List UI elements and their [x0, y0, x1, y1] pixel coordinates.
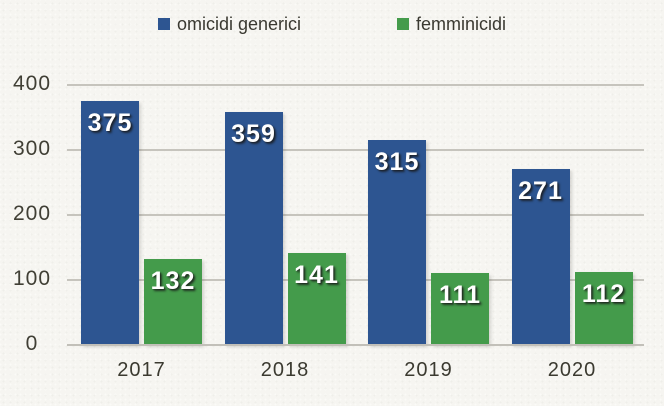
- bar-omicidi-generici-2020: 271: [511, 168, 570, 345]
- bar-femminicidi-2019: 111: [431, 272, 489, 345]
- bar-value-label: 141: [294, 261, 339, 290]
- y-axis-label-200: 200: [12, 202, 52, 225]
- y-axis-label-400: 400: [12, 72, 52, 95]
- legend-label: femminicidi: [416, 13, 507, 34]
- plot-area: 375 132 359 141 315 111 271 112: [67, 84, 644, 346]
- bar-value-label: 359: [231, 119, 276, 148]
- bar-value-label: 111: [439, 280, 481, 309]
- y-axis-label-100: 100: [12, 267, 52, 290]
- bar-omicidi-generici-2017: 375: [81, 101, 139, 345]
- x-axis-label-2019: 2019: [404, 359, 453, 381]
- bar-omicidi-generici-2019: 315: [368, 140, 426, 345]
- bar-value-label: 315: [374, 148, 420, 177]
- legend-item-femminicidi: femminicidi: [397, 12, 506, 36]
- gridline-300: [67, 149, 644, 151]
- bar-femminicidi-2018: 141: [287, 253, 346, 345]
- y-axis-label-0: 0: [25, 332, 39, 355]
- legend-item-omicidi-generici: omicidi generici: [157, 12, 302, 36]
- gridline-100: [67, 279, 644, 281]
- gridline-400: [67, 84, 644, 86]
- x-axis-label-2018: 2018: [260, 359, 310, 381]
- bar-femminicidi-2017: 132: [144, 259, 202, 345]
- bar-omicidi-generici-2018: 359: [224, 111, 283, 345]
- bar-femminicidi-2020: 112: [574, 272, 633, 345]
- bar-value-label: 132: [150, 267, 196, 296]
- x-axis-label-2017: 2017: [117, 359, 166, 381]
- legend-swatch-icon: [157, 18, 170, 30]
- legend-label: omicidi generici: [176, 13, 302, 34]
- y-axis-label-300: 300: [12, 137, 52, 160]
- legend: omicidi generici femminicidi: [0, 12, 664, 36]
- bar-value-label: 271: [518, 176, 563, 205]
- legend-swatch-icon: [397, 18, 410, 30]
- bar-value-label: 112: [581, 280, 626, 309]
- bar-value-label: 375: [87, 109, 133, 138]
- x-axis-label-2020: 2020: [547, 359, 597, 381]
- gridline-200: [67, 214, 644, 216]
- gridline-0: [67, 344, 644, 346]
